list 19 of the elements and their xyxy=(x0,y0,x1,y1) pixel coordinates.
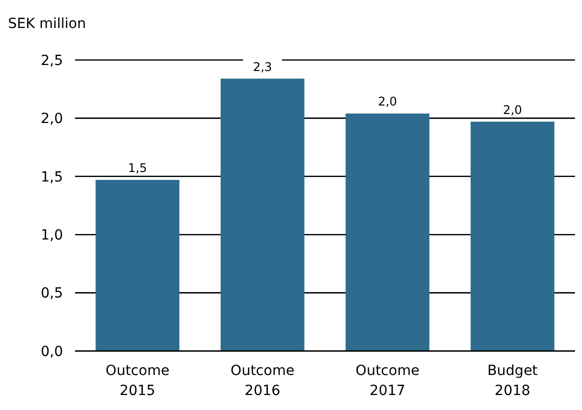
y-tick-label: 2,5 xyxy=(40,52,63,69)
y-axis-title: SEK million xyxy=(8,16,86,32)
y-tick-label: 0,5 xyxy=(40,286,63,302)
y-tick-label: 0,0 xyxy=(40,344,63,360)
data-label: 2,3 xyxy=(252,60,272,74)
y-tick-label: 1,0 xyxy=(40,228,63,244)
y-tick-label: 2,0 xyxy=(40,111,63,128)
x-tick-label: Outcome 2017 xyxy=(356,363,420,399)
bar xyxy=(220,78,304,351)
x-tick-label: Outcome 2016 xyxy=(230,363,294,399)
x-tick-label: Budget 2018 xyxy=(487,363,538,399)
bar xyxy=(96,180,180,351)
x-tick-label: Outcome 2015 xyxy=(106,363,170,399)
y-tick-label: 1,5 xyxy=(40,169,63,186)
data-label: 2,0 xyxy=(378,94,398,109)
bar xyxy=(346,114,430,351)
bar xyxy=(470,122,554,351)
data-label: 2,0 xyxy=(502,102,522,117)
data-label: 1,5 xyxy=(128,161,148,176)
